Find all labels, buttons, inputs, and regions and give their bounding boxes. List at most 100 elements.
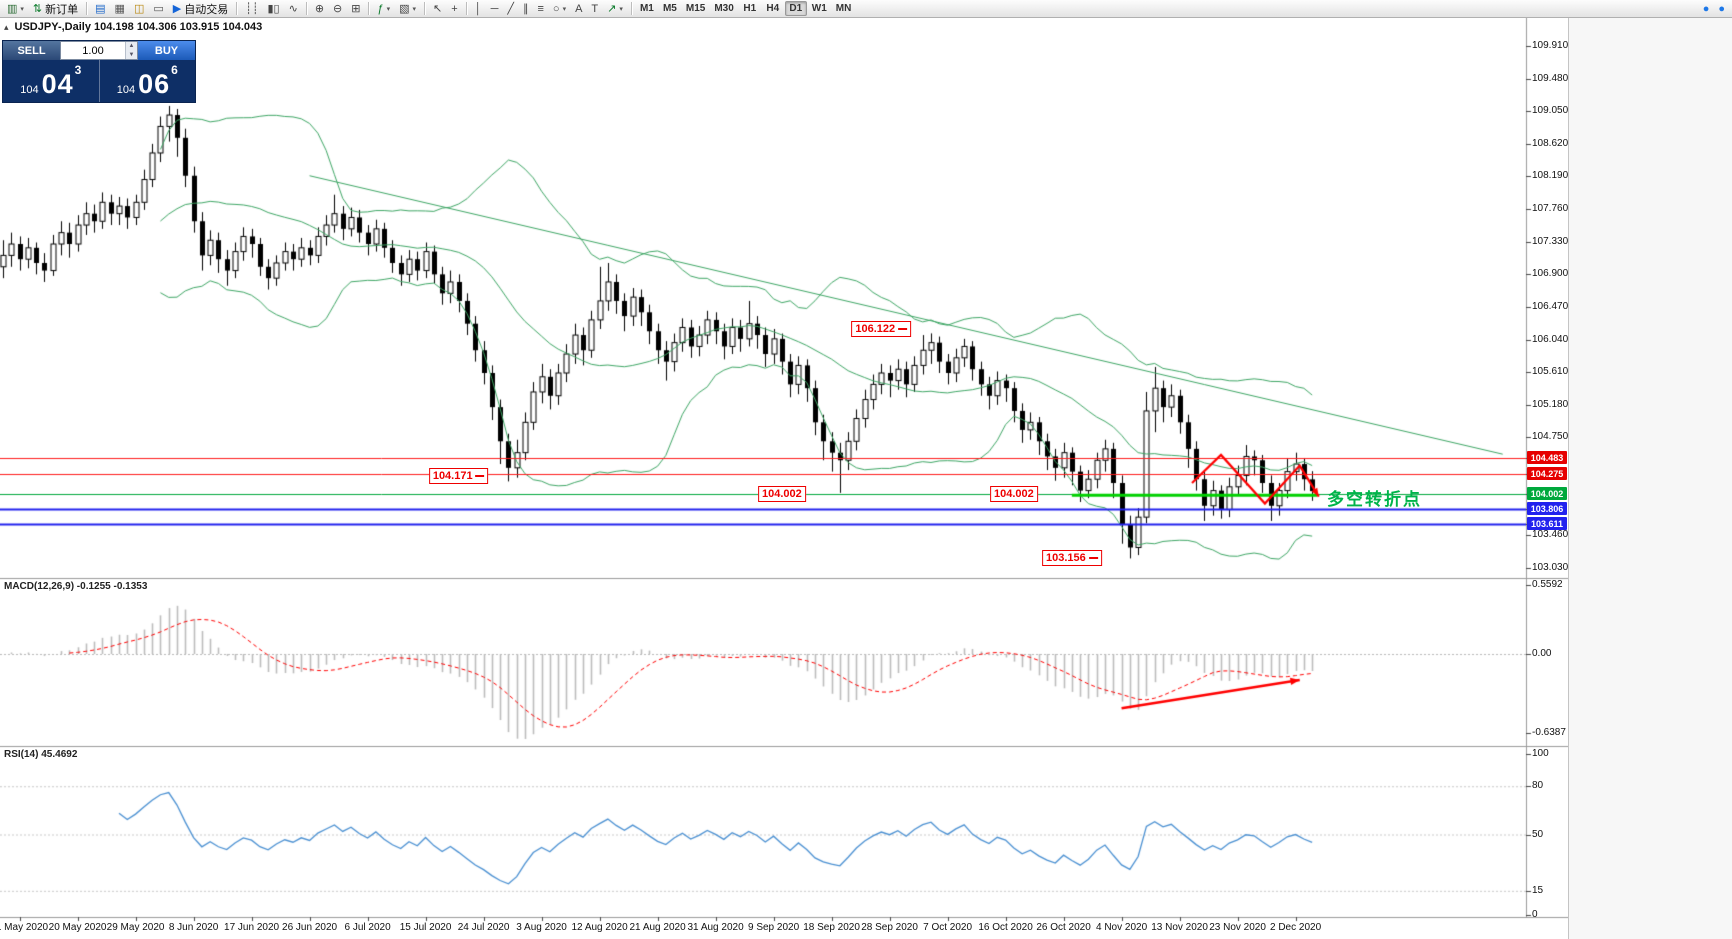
vertical-line-icon-glyph: │ xyxy=(474,2,482,15)
toolbar-separator xyxy=(236,2,238,15)
buy-price-sup: 6 xyxy=(171,63,178,77)
dropdown-caret-icon: ▾ xyxy=(412,5,417,13)
data-window-icon[interactable]: ▦ xyxy=(111,1,129,17)
buy-price-prefix: 104 xyxy=(116,84,136,96)
new-order-button-label: 新订单 xyxy=(45,3,79,16)
lot-size-field: ▲ ▼ xyxy=(60,41,138,60)
line-chart-icon[interactable]: ∿ xyxy=(285,1,302,17)
cursor-icon[interactable]: ↖ xyxy=(429,1,446,17)
autotrade-glyph: ▶ xyxy=(172,2,182,15)
price-scale[interactable] xyxy=(1526,18,1568,917)
navigator-icon[interactable]: ◫ xyxy=(130,1,148,17)
autotrade-button-label: 自动交易 xyxy=(184,3,229,16)
bar-chart-icon-glyph: ┊┊ xyxy=(245,2,259,15)
horizontal-line-icon[interactable]: ─ xyxy=(487,1,503,17)
label-icon-glyph: T xyxy=(591,2,599,15)
zoom-out-icon[interactable]: ⊖ xyxy=(329,1,346,17)
candlestick-chart-icon[interactable]: ▮▯ xyxy=(263,1,283,17)
timeframe-button-w1[interactable]: W1 xyxy=(808,1,831,16)
rsi-label: RSI(14) 45.4692 xyxy=(4,749,78,760)
dropdown-caret-icon: ▾ xyxy=(619,5,623,13)
arrows-icon[interactable]: ↗ ▾ xyxy=(603,1,627,17)
templates-icon-glyph: ▧ xyxy=(399,2,410,15)
navigator-icon-glyph: ◫ xyxy=(133,2,145,15)
arrows-icon-glyph: ↗ xyxy=(607,2,617,15)
autotrade-button[interactable]: ▶ 自动交易 xyxy=(169,1,232,17)
chart-window: ▴ USDJPY-,Daily 104.198 104.306 103.915 … xyxy=(0,18,1568,939)
indicators-icon[interactable]: ƒ ▾ xyxy=(373,1,394,17)
toolbar-separator xyxy=(424,2,426,15)
sell-price-sup: 3 xyxy=(74,63,82,77)
toolbar-separator xyxy=(305,2,307,15)
one-click-trading-panel: SELL ▲ ▼ BUY 104 04 3 104 06 6 xyxy=(2,40,196,103)
fibonacci-icon-glyph: ≡ xyxy=(537,2,544,15)
label-icon[interactable]: T xyxy=(587,1,602,17)
line-chart-icon-glyph: ∿ xyxy=(288,2,298,15)
terminal-icon[interactable]: ▭ xyxy=(149,1,167,17)
vertical-line-icon[interactable]: │ xyxy=(471,1,486,17)
lot-spinner: ▲ ▼ xyxy=(125,42,137,59)
timeframe-button-m30[interactable]: M30 xyxy=(710,1,737,16)
zoom-in-icon[interactable]: ⊕ xyxy=(311,1,328,17)
channel-icon-glyph: ∥ xyxy=(522,2,529,15)
toolbar-separator xyxy=(630,2,632,15)
community-icon-glyph: ● xyxy=(1702,2,1710,15)
market-watch-icon[interactable]: ▤ xyxy=(91,1,109,17)
buy-price-display[interactable]: 104 06 6 xyxy=(100,60,196,102)
dropdown-caret-icon: ▾ xyxy=(386,5,391,13)
timeframe-button-d1[interactable]: D1 xyxy=(784,1,807,16)
bar-chart-icon[interactable]: ┊┊ xyxy=(241,1,262,17)
toolbar-separator xyxy=(86,2,88,15)
timeframe-button-h1[interactable]: H1 xyxy=(739,1,761,16)
annotation-turning-point: 多空转折点 xyxy=(1327,489,1423,509)
market-watch-icon-glyph: ▤ xyxy=(95,2,106,15)
macd-label: MACD(12,26,9) -0.1255 -0.1353 xyxy=(4,581,148,592)
crosshair-icon[interactable]: + xyxy=(447,1,461,17)
help-icon[interactable]: ● xyxy=(1714,1,1729,17)
templates-icon[interactable]: ▧ ▾ xyxy=(395,1,420,17)
symbol-ohlc-text: USDJPY-,Daily 104.198 104.306 103.915 10… xyxy=(14,21,263,33)
lot-increase-button[interactable]: ▲ xyxy=(126,42,137,51)
lot-size-input[interactable] xyxy=(61,42,125,59)
timeframe-button-h4[interactable]: H4 xyxy=(762,1,784,16)
toolbar-separator xyxy=(465,2,467,15)
timeframe-button-m1[interactable]: M1 xyxy=(636,1,658,16)
timeframe-button-m15[interactable]: M15 xyxy=(682,1,709,16)
text-icon[interactable]: A xyxy=(571,1,586,17)
dropdown-caret-icon: ▾ xyxy=(20,5,24,13)
horizontal-line-icon-glyph: ─ xyxy=(490,2,499,15)
timeframe-button-m5[interactable]: M5 xyxy=(659,1,681,16)
new-chart-button[interactable]: ▥ ▾ xyxy=(3,1,28,17)
sell-price-display[interactable]: 104 04 3 xyxy=(3,60,100,102)
terminal-icon-glyph: ▭ xyxy=(153,2,164,15)
crosshair-icon-glyph: + xyxy=(451,2,458,15)
new-order-glyph: ⇅ xyxy=(32,2,43,15)
timeframe-button-mn[interactable]: MN xyxy=(832,1,856,16)
trendline-icon[interactable]: ╱ xyxy=(503,1,518,17)
zoom-in-icon-glyph: ⊕ xyxy=(314,2,325,15)
grid-icon-glyph: ⊞ xyxy=(351,2,361,15)
time-scale[interactable] xyxy=(0,917,1526,939)
community-icon[interactable]: ● xyxy=(1699,1,1714,17)
buy-price-big: 06 xyxy=(138,69,171,99)
candlestick-chart-icon-glyph: ▮▯ xyxy=(267,2,280,15)
one-click-toggle-icon[interactable]: ▴ xyxy=(4,22,9,32)
symbol-ohlc-line: ▴ USDJPY-,Daily 104.198 104.306 103.915 … xyxy=(4,21,262,33)
price-chart-canvas[interactable] xyxy=(0,18,1568,939)
trendline-icon-glyph: ╱ xyxy=(507,2,514,15)
channel-icon[interactable]: ∥ xyxy=(519,1,533,17)
zoom-out-icon-glyph: ⊖ xyxy=(333,2,343,15)
grid-icon[interactable]: ⊞ xyxy=(347,1,364,17)
fibonacci-icon[interactable]: ≡ xyxy=(533,1,547,17)
sell-price-prefix: 104 xyxy=(20,84,39,96)
new-order-button[interactable]: ⇅ 新订单 xyxy=(29,1,82,17)
data-window-icon-glyph: ▦ xyxy=(114,2,125,15)
sell-button[interactable]: SELL xyxy=(3,41,60,60)
sell-price-big: 04 xyxy=(41,69,74,99)
dropdown-caret-icon: ▾ xyxy=(562,5,567,13)
shapes-icon[interactable]: ○ ▾ xyxy=(549,1,570,17)
lot-decrease-button[interactable]: ▼ xyxy=(126,50,137,59)
help-icon-glyph: ● xyxy=(1718,2,1725,15)
shapes-icon-glyph: ○ xyxy=(552,2,560,15)
buy-button[interactable]: BUY xyxy=(138,41,195,60)
